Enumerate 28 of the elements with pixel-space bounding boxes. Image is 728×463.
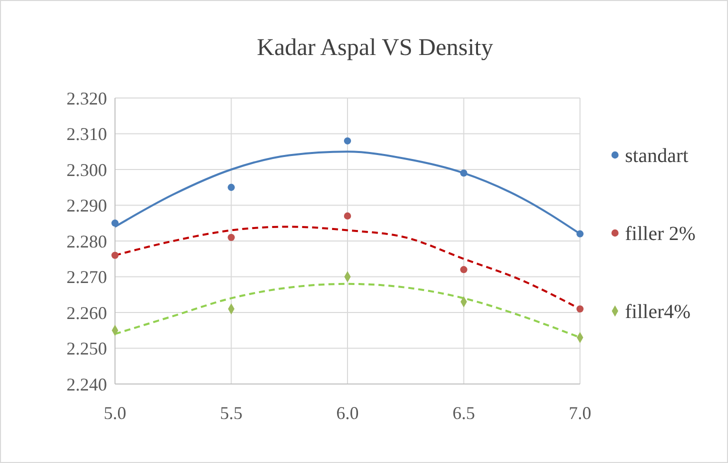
point <box>576 230 584 238</box>
legend-label: filler 2% <box>625 223 696 245</box>
y-tick-label: 2.240 <box>66 374 107 394</box>
legend-label: filler4% <box>625 301 691 323</box>
y-tick-label: 2.270 <box>66 267 107 288</box>
y-tick-label: 2.260 <box>66 302 107 323</box>
point <box>111 252 119 259</box>
point <box>344 137 352 144</box>
point <box>460 266 468 274</box>
point <box>344 212 352 220</box>
chart-title: Kadar Aspal VS Density <box>256 35 494 61</box>
x-tick-label: 7.0 <box>568 403 592 423</box>
y-tick-label: 2.310 <box>66 124 107 144</box>
point <box>460 170 468 177</box>
point <box>228 184 235 191</box>
point <box>228 234 235 241</box>
y-tick-label: 2.290 <box>66 196 107 216</box>
y-tick-label: 2.280 <box>66 231 107 252</box>
y-tick-label: 2.300 <box>66 160 107 180</box>
y-tick-label: 2.320 <box>66 88 107 108</box>
x-tick-label: 5.5 <box>220 403 242 423</box>
x-tick-label: 6.0 <box>336 403 359 423</box>
legend-label: standart <box>625 145 689 167</box>
point <box>111 220 119 227</box>
x-tick-label: 5.0 <box>104 403 126 423</box>
point <box>576 305 584 312</box>
y-tick-label: 2.250 <box>66 338 107 359</box>
x-tick-label: 6.5 <box>452 403 475 423</box>
